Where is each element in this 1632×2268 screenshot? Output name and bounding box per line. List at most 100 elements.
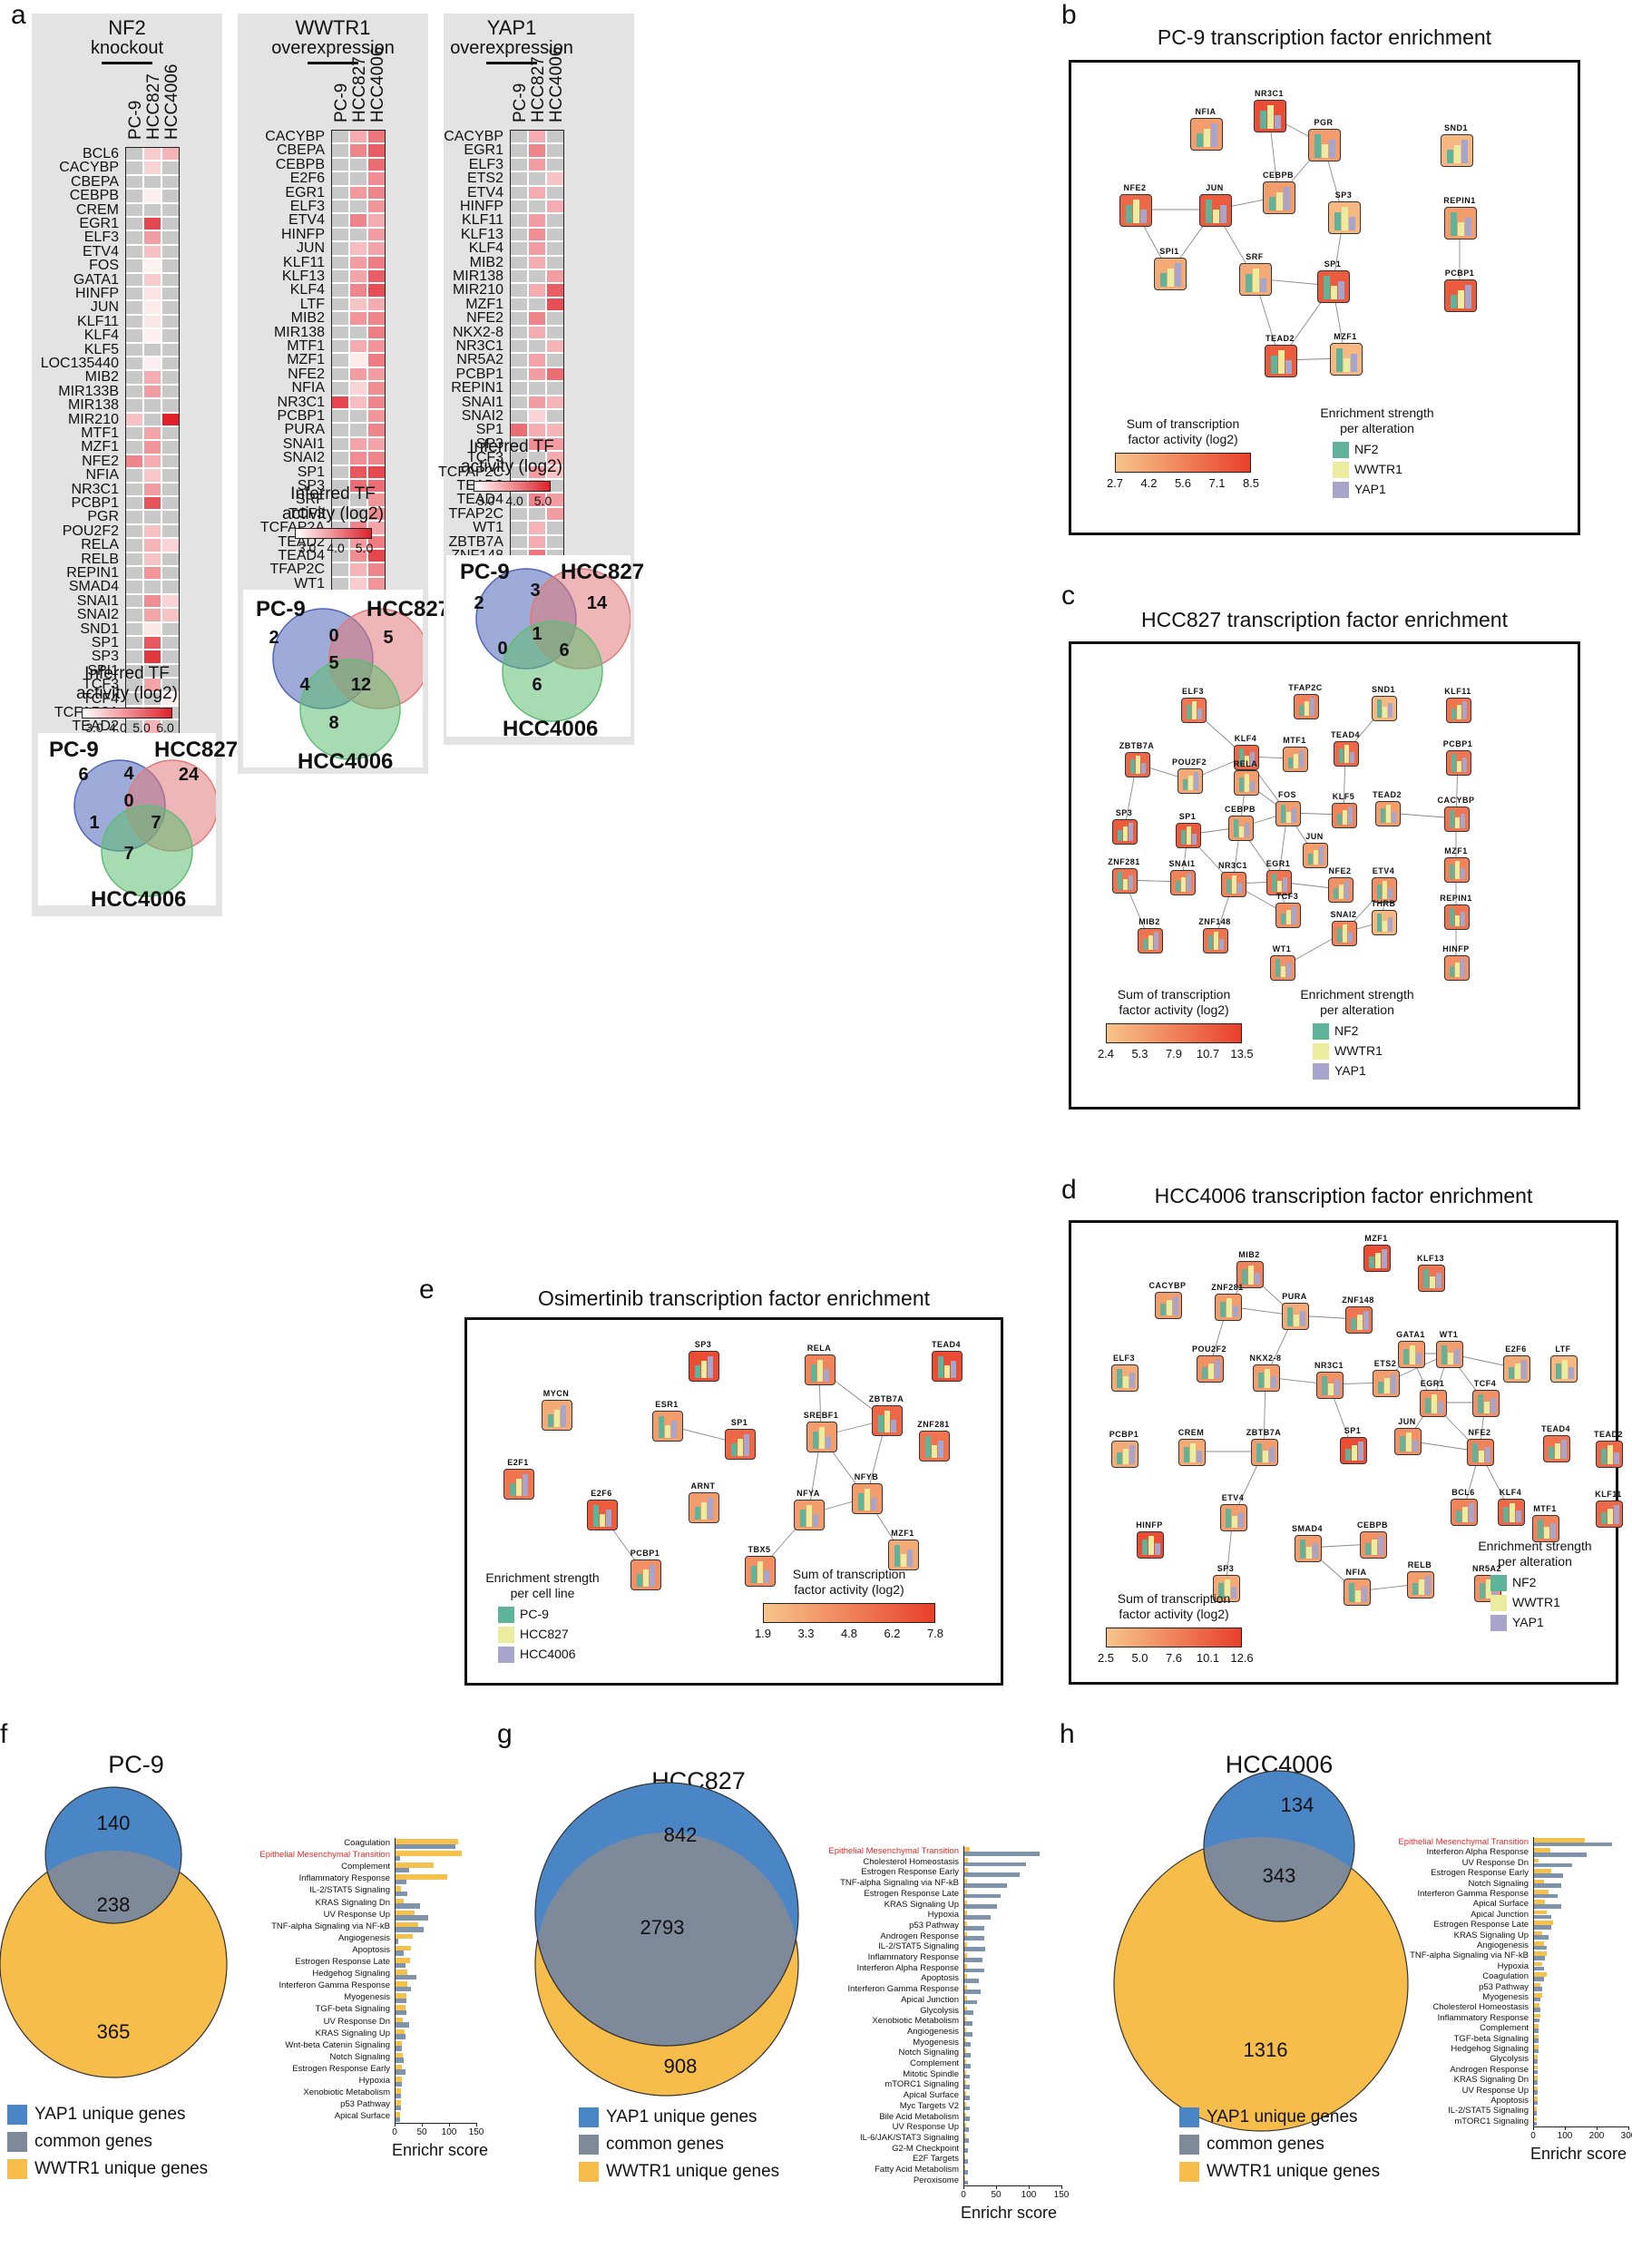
network-series-label: YAP1 <box>1512 1615 1544 1629</box>
heatmap-column-header: PC-9 <box>511 83 530 122</box>
gene-venn-count: 140 <box>96 1812 131 1834</box>
enrichr-term-label: UV Response Dn <box>1461 1857 1529 1868</box>
node-enrichment-bar <box>1287 1307 1294 1326</box>
network-node <box>542 1400 572 1431</box>
node-enrichment-bar <box>1186 826 1191 845</box>
node-enrichment-bar <box>730 1443 737 1456</box>
network-node <box>1467 1439 1494 1466</box>
node-enrichment-bar <box>1447 150 1454 163</box>
network-node-label: WT1 <box>1439 1330 1459 1339</box>
node-enrichment-bar <box>1349 752 1354 763</box>
node-enrichment-bar <box>816 1360 823 1382</box>
venn-count: 24 <box>178 765 200 785</box>
network-node-label: SP3 <box>694 1340 712 1349</box>
heatmap-row-label: ELF3 <box>289 199 325 214</box>
node-enrichment-bar <box>1351 354 1358 372</box>
heatmap-cell <box>143 287 161 301</box>
node-enrichment-bar <box>1294 1315 1300 1326</box>
enrichr-term-label: Hypoxia <box>927 1910 959 1921</box>
enrichr-bar-wwtr1 <box>396 1851 463 1856</box>
node-enrichment-bar <box>1358 1442 1364 1461</box>
heatmap-row-label: HINFP <box>281 226 325 242</box>
network-node <box>1111 1364 1138 1392</box>
network-node <box>1111 1441 1138 1468</box>
network-series-swatch <box>498 1627 514 1643</box>
network-node <box>1283 747 1308 772</box>
network-color-legend-tick: 2.7 <box>1106 476 1124 490</box>
node-enrichment-bar <box>1412 1440 1419 1452</box>
network-box: MZF1 MIB2 KLF13 CACYBP ZNF281 PURA ZNF148 GATA1… <box>1069 1220 1623 1685</box>
enrichr-term-label: KRAS Signaling Dn <box>315 1897 390 1908</box>
enrichr-term-label: TNF-alpha Signaling via NF-kB <box>271 1921 390 1931</box>
heatmap-cell <box>143 523 161 539</box>
gene-venn-legend-label: common genes <box>34 2132 152 2151</box>
node-enrichment-bar <box>1160 1304 1167 1315</box>
network-series-swatch <box>1490 1595 1507 1611</box>
heatmap-row-label: MIR138 <box>273 324 325 340</box>
enrichr-x-tick-label: 150 <box>1053 2190 1070 2201</box>
heatmap-cell <box>143 440 161 455</box>
enrichr-term-label: Wnt-beta Catenin Signaling <box>285 2039 390 2050</box>
node-enrichment-bar <box>1285 360 1293 374</box>
node-enrichment-bar <box>1509 1367 1515 1379</box>
enrichr-term-label: Apoptosis <box>1490 2096 1529 2106</box>
node-enrichment-bar <box>1271 356 1278 374</box>
enrichr-bar-yap1 <box>1534 1976 1544 1981</box>
heatmap-row-label: SP3 <box>91 649 119 665</box>
network-color-legend-tick: 4.8 <box>840 1627 858 1640</box>
heatmap-row-label: MZF1 <box>287 352 325 368</box>
enrichr-bar-yap1 <box>1534 2018 1540 2023</box>
network-series-swatch <box>1333 482 1349 498</box>
enrichr-term-label: Myc Targets V2 <box>899 2100 959 2111</box>
enrichr-term-label: Peroxisome <box>913 2175 959 2185</box>
network-node <box>1239 263 1272 296</box>
network-node-label: TBX5 <box>748 1545 771 1554</box>
node-enrichment-bar <box>1378 1382 1384 1393</box>
network-node-label: E2F6 <box>591 1489 612 1498</box>
network-node-label: TEAD4 <box>1330 730 1360 739</box>
heatmap-row-label: BCL6 <box>82 146 119 161</box>
network-node <box>1360 1531 1387 1559</box>
enrichr-term-label: UV Response Up <box>892 2122 959 2133</box>
heatmap-cell <box>143 621 161 636</box>
network-node <box>1543 1435 1570 1462</box>
node-enrichment-bar <box>1269 1447 1275 1462</box>
enrichr-bar-yap1 <box>396 1950 404 1956</box>
enrichr-term-label: p53 Pathway <box>340 2099 390 2110</box>
node-enrichment-bar <box>1608 1445 1614 1464</box>
network-node <box>1275 903 1301 928</box>
heatmap-row-label: E2F6 <box>289 171 325 187</box>
node-enrichment-bar <box>1244 823 1249 837</box>
network-box: SP3 RELA TEAD4 MYCN ZBTB7A ESR1 SP1 SREBF1 ZNF28… <box>464 1317 1003 1686</box>
node-enrichment-bar <box>1521 1360 1528 1379</box>
network-node-label: ESR1 <box>655 1400 679 1409</box>
enrichr-x-tick-label: 100 <box>1021 2190 1037 2201</box>
network-node-label: NR3C1 <box>1254 89 1284 98</box>
node-enrichment-bar <box>1344 358 1351 372</box>
enrichr-term-label: Apoptosis <box>921 1973 959 1984</box>
node-enrichment-bar <box>1555 1443 1561 1459</box>
enrichr-bar-yap1 <box>964 2159 969 2164</box>
venn-count: 5 <box>328 653 339 673</box>
node-enrichment-bar <box>1186 874 1191 892</box>
network-node-label: PCBP1 <box>630 1549 660 1558</box>
heatmap-row-label: JUN <box>90 299 119 316</box>
heatmap-row-label: KLF4 <box>83 327 119 344</box>
network-node-label: SPI1 <box>1159 247 1179 256</box>
enrichr-bar-yap1 <box>964 1862 1027 1867</box>
gene-venn-legend-label: WWTR1 unique genes <box>34 2159 209 2178</box>
enrichr-term-label: Estrogen Response Early <box>861 1867 959 1878</box>
network-node-label: HINFP <box>1442 944 1470 953</box>
gene-venn-count: 365 <box>96 2020 131 2043</box>
node-enrichment-bar <box>1117 830 1122 841</box>
heatmap-cell <box>349 353 367 367</box>
network-node-label: MYCN <box>542 1389 570 1398</box>
enrichr-bar-yap1 <box>1534 1872 1563 1878</box>
heatmap-row-label: NFE2 <box>82 453 119 469</box>
enrichr-term-label: Estrogen Response Early <box>292 2063 390 2074</box>
network-node-label: PGR <box>1314 118 1334 127</box>
heatmap-legend-tick: 4.0 <box>109 720 127 735</box>
network-node-label: PURA <box>1282 1292 1307 1301</box>
node-enrichment-bar <box>1336 814 1342 825</box>
network-color-legend-tick: 2.5 <box>1097 1651 1115 1665</box>
